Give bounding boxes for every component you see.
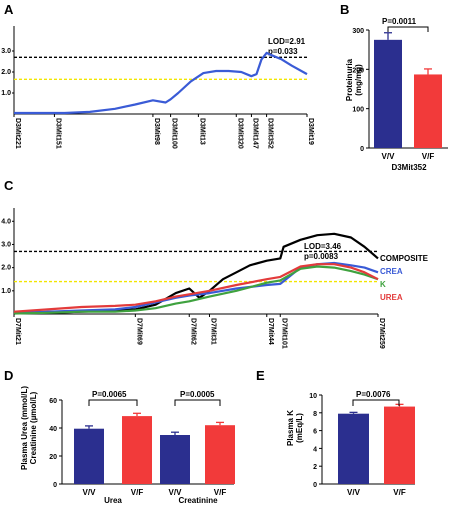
panel-d-significance-bracket-creatinine (174, 399, 221, 406)
panel-e-pvalue: P=0.0076 (356, 390, 391, 399)
panel-d-significance-bracket-urea (88, 399, 138, 406)
panel-b-ylabel-1: Proteinuria (345, 58, 354, 101)
panel-letter-d: D (4, 368, 13, 383)
panel-d-category-label: V/V (169, 488, 183, 497)
panel-e-category-label: V/V (347, 488, 361, 497)
panel-e-ylabel-2: (mEq/L) (295, 413, 304, 443)
panel-b-category-label: V/F (422, 152, 435, 161)
panel-d-bar (160, 435, 190, 484)
panel-d-group-urea: Urea (104, 496, 122, 505)
panel-d-group-creatinine: Creatinine (178, 496, 218, 505)
panel-a-marker-label: D3Mit352 (267, 118, 274, 149)
panel-c-marker-label: D7Mit31 (209, 318, 216, 345)
panel-e-ylabel-1: Plasma K (286, 410, 295, 446)
panel-d-ytick-label: 20 (49, 454, 57, 461)
panel-a-marker-label: D3Mit320 (236, 118, 243, 149)
panel-letter-a: A (4, 2, 14, 17)
panel-e-ytick-label: 6 (313, 429, 317, 436)
panel-d-ylabel-2: Creatinine (µmol/L) (29, 391, 38, 464)
panel-c-marker-label: D7Mit62 (189, 318, 196, 345)
panel-c-marker-label: D7Mit21 (14, 318, 21, 345)
panel-d-ytick-label: 60 (49, 398, 57, 405)
panel-b-xlabel: D3Mit352 (391, 163, 427, 172)
legend-crea: CREA (380, 267, 403, 276)
panel-d-pvalue-urea: P=0.0065 (92, 390, 127, 399)
panel-d-ytick-label: 0 (53, 482, 57, 489)
panel-b-ylabel-2: (mg/mg) (354, 64, 363, 96)
panel-c-series-composite (14, 232, 379, 314)
panel-d-category-label: V/F (214, 488, 227, 497)
panel-b-ytick-label: 300 (352, 28, 364, 35)
panel-d-bar (205, 425, 235, 484)
panel-c-ytick-label: 1.0 (1, 288, 11, 295)
panel-d-ytick-label: 40 (49, 426, 57, 433)
panel-a-marker-label: D3Mit98 (153, 118, 160, 145)
legend-composite: COMPOSITE (380, 254, 429, 263)
panel-a-ytick-label: 2.0 (1, 69, 11, 76)
panel-letter-e: E (256, 368, 265, 383)
panel-a-marker-label: D3Mit147 (251, 118, 258, 149)
panel-e-ytick-label: 8 (313, 411, 317, 418)
panel-c-ytick-label: 2.0 (1, 265, 11, 272)
panel-a-ytick-label: 3.0 (1, 48, 11, 55)
panel-d-category-label: V/F (131, 488, 144, 497)
panel-a-p-annotation: p=0.033 (268, 47, 298, 56)
panel-e-ytick-label: 0 (313, 482, 317, 489)
panel-e-category-label: V/F (393, 488, 406, 497)
panel-e-bar (338, 413, 369, 484)
panel-a-ytick-label: 1.0 (1, 90, 11, 97)
panel-a-lod-annotation: LOD=2.91 (268, 37, 306, 46)
panel-c-series-k (13, 265, 379, 315)
panel-d-ylabel-1: Plasma Urea (mmol/L) (20, 386, 29, 470)
chart-marks: 3.0 2.0 1.0 D3Mit221 D3Mit151 D3Mit98 D3Mit100… (1, 26, 448, 497)
panel-e-significance-bracket (352, 399, 400, 406)
panel-c-ytick-label: 4.0 (1, 218, 11, 225)
panel-d-bar (74, 428, 104, 484)
panel-b-category-label: V/V (382, 152, 396, 161)
panel-d-category-label: V/V (83, 488, 97, 497)
panel-a-marker-label: D3Mit13 (198, 118, 205, 145)
panel-d-bar (122, 416, 152, 484)
panel-b-ytick-label: 100 (352, 107, 364, 114)
panel-a-marker-label: D3Mit100 (171, 118, 178, 149)
panel-a-marker-label: D3Mit19 (307, 118, 314, 145)
panel-d-pvalue-creatinine: P=0.0005 (180, 390, 215, 399)
panel-e-ytick-label: 10 (309, 393, 317, 400)
panel-letter-b: B (340, 2, 349, 17)
panel-c-series-urea (13, 263, 379, 313)
panel-a-marker-label: D3Mit221 (14, 118, 21, 149)
panel-c-ytick-label: 3.0 (1, 241, 11, 248)
panel-letter-c: C (4, 178, 14, 193)
panel-b-significance-bracket (387, 26, 429, 32)
panel-b-ytick-label: 0 (360, 146, 364, 153)
panel-a-series-lod (14, 51, 308, 115)
panel-c-lod-annotation: LOD=3.46 (304, 242, 342, 251)
panel-c-p-annotation: p=0.0083 (304, 252, 339, 261)
panel-c-marker-label: D7Mit69 (135, 318, 142, 345)
panel-e-bar (384, 406, 415, 484)
panel-b-ytick-label: 200 (352, 67, 364, 74)
legend-urea: UREA (380, 293, 403, 302)
panel-b-bar (374, 39, 402, 149)
panel-c-series-crea (13, 261, 379, 314)
panel-c-marker-label: D7Mit101 (280, 318, 287, 349)
panel-b-pvalue: P=0.0011 (382, 17, 417, 26)
panel-e-ytick-label: 4 (313, 446, 317, 453)
panel-b-bar (414, 74, 442, 148)
panel-c-marker-label: D7Mit44 (267, 318, 274, 345)
legend-k: K (380, 280, 386, 289)
panel-a-marker-label: D3Mit151 (54, 118, 61, 149)
panel-c-marker-label: D7Mit259 (378, 318, 385, 349)
panel-e-ytick-label: 2 (313, 464, 317, 471)
